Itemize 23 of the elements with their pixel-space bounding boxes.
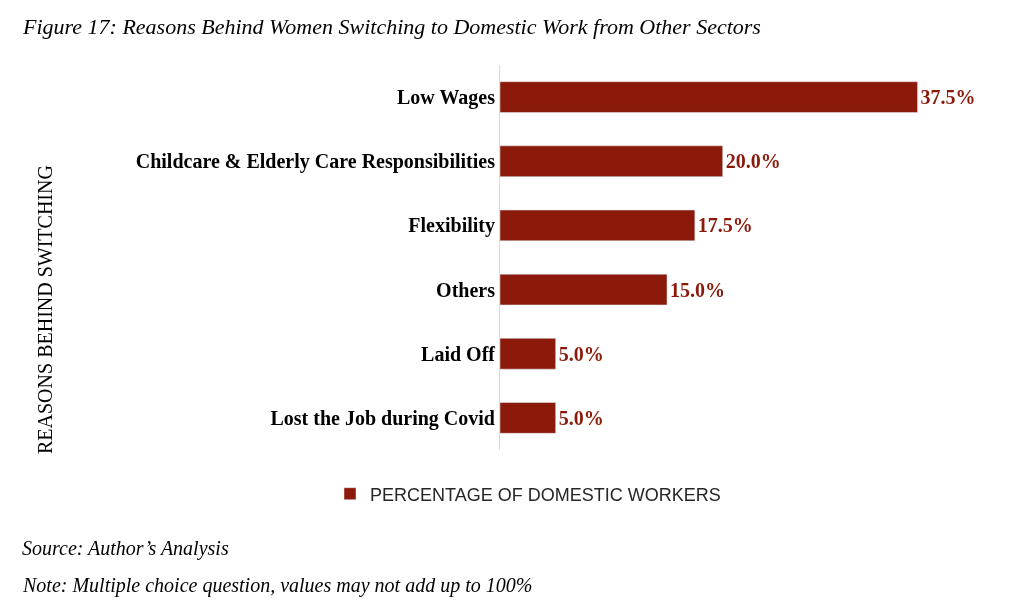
y-tick-label: Laid Off: [421, 342, 496, 365]
y-tick-label: Flexibility: [408, 214, 495, 238]
chart-title: Figure 17: Reasons Behind Women Switching to Domestic Work from Other Sectors: [22, 14, 761, 39]
y-tick-label: Lost the Job during Covid: [270, 406, 495, 430]
bar: [500, 145, 723, 177]
data-label: 17.5%: [697, 214, 753, 237]
data-label: 5.0%: [558, 406, 604, 429]
source-note: Source: Author’s Analysis: [22, 537, 229, 560]
y-tick-label: Others: [436, 278, 496, 301]
data-label: 15.0%: [670, 278, 726, 301]
y-tick-label: Low Wages: [397, 86, 496, 110]
text: Note: Multiple choice question, values may not add up to 100%: [22, 574, 533, 597]
bar: [500, 273, 668, 306]
legend-label: PERCENTAGE OF DOMESTIC WORKERS: [370, 484, 721, 505]
bar: [500, 338, 556, 370]
bar: [500, 81, 918, 113]
y-axis-title: REASONS BEHIND SWITCHING: [34, 165, 56, 454]
y-tick-label: Childcare & Elderly Care Responsibilities: [135, 150, 496, 174]
data-label: 5.0%: [558, 342, 604, 365]
bar: [500, 209, 696, 242]
data-label: 20.0%: [725, 150, 781, 173]
data-label: 37.5%: [920, 86, 976, 109]
bar: [500, 402, 556, 434]
